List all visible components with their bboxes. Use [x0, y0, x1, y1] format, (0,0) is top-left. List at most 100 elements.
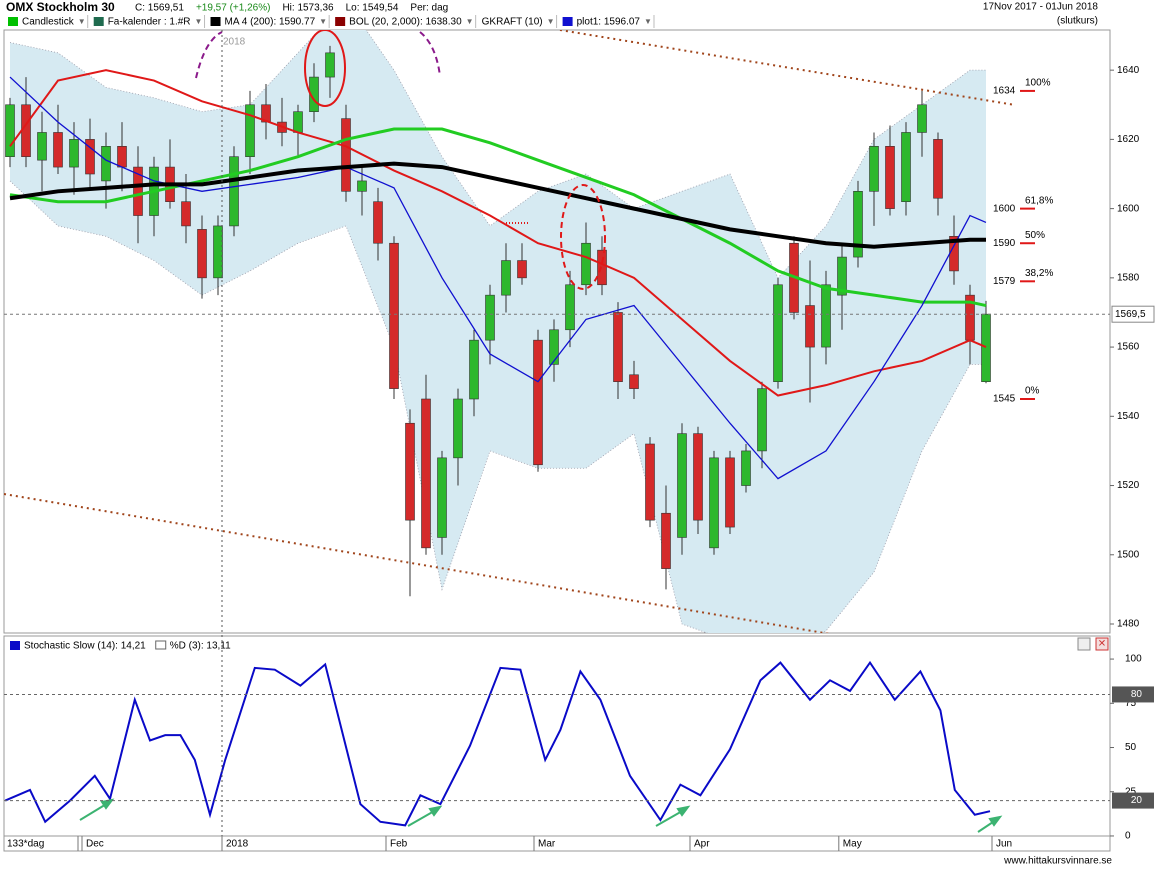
x-tick-label: Dec [86, 839, 104, 850]
candle-body [229, 156, 239, 227]
level-label: 80 [1131, 689, 1143, 700]
tool-button[interactable] [1077, 637, 1091, 651]
y-tick-label: 100 [1125, 654, 1142, 665]
y-tick-label: 50 [1125, 742, 1137, 753]
candle-body [629, 374, 639, 389]
fib-label: 38,2% [1025, 268, 1053, 279]
y-tick-label: 1640 [1117, 65, 1140, 76]
fib-level: 1579 [993, 276, 1016, 287]
candle-body [757, 388, 767, 452]
legend-dropdown: ▼ [78, 17, 86, 26]
candle-body [117, 146, 127, 168]
candle-body [677, 433, 687, 538]
candle-body [901, 132, 911, 202]
date-range: 17Nov 2017 - 01Jun 2018 [983, 2, 1099, 13]
arrow [79, 802, 109, 821]
y-tick-label: 1560 [1117, 342, 1140, 353]
fib-label: 50% [1025, 230, 1045, 241]
legend-label: Stochastic Slow (14): 14,21 [24, 641, 146, 652]
x-tick-label: Jun [996, 839, 1012, 850]
lines [9, 69, 987, 480]
candle-body [933, 139, 943, 199]
candle-body [485, 294, 495, 341]
legend-label: plot1: 1596.07 [577, 17, 641, 28]
level-label: 20 [1131, 795, 1143, 806]
legend-swatch [8, 17, 18, 26]
candle-body [469, 339, 479, 400]
candle-body [453, 398, 463, 459]
candle-body [325, 52, 335, 78]
candle-body [725, 457, 735, 528]
candle-body [101, 146, 111, 182]
period-label: 133*dag [7, 839, 44, 850]
x-tick-label: Mar [538, 839, 556, 850]
y-tick-label: 1620 [1117, 134, 1140, 145]
candle-body [373, 201, 383, 244]
legend-label: BOL (20, 2,000): 1638.30 [349, 17, 462, 28]
legend-swatch [335, 17, 346, 26]
candle-body [709, 457, 719, 549]
stoch-plot [4, 660, 991, 827]
y-tick-label: 1480 [1117, 619, 1140, 630]
y-tick-label: 0 [1125, 831, 1131, 842]
candle-body [53, 132, 63, 168]
x-axis-row [3, 835, 1111, 852]
y-tick-label: 1600 [1117, 203, 1140, 214]
candle-body [501, 260, 511, 296]
candle-body [661, 512, 671, 569]
last-price-box [1111, 305, 1155, 323]
header-info: Hi: 1573,36 [282, 3, 334, 14]
legend-swatch [93, 17, 104, 26]
fib-label: 0% [1025, 386, 1040, 397]
candle-body [213, 225, 223, 279]
candle-body [821, 284, 831, 348]
annotation: 2018 [223, 37, 246, 48]
band-upper [9, 30, 986, 279]
candle-body [869, 146, 879, 192]
candle-body [565, 284, 575, 331]
legend-dropdown: ▼ [644, 17, 652, 26]
candle-body [805, 305, 815, 348]
candle-body [981, 313, 991, 382]
legend-dropdown: ▼ [466, 17, 474, 26]
candle-body [421, 398, 431, 549]
candle-body [405, 422, 415, 521]
close-button[interactable] [1095, 637, 1109, 651]
x-tick-label: Feb [390, 839, 408, 850]
highlight-ellipse [304, 30, 346, 107]
candle-body [197, 229, 207, 279]
band-lower [9, 180, 986, 633]
highlight-ellipse [560, 184, 606, 290]
candle-body [693, 433, 703, 521]
candle-body [293, 111, 303, 133]
close-icon[interactable]: ✕ [1098, 639, 1106, 650]
fib-level: 1545 [993, 394, 1016, 405]
legend-label: Candlestick [22, 17, 75, 28]
candle-body [853, 191, 863, 258]
x-tick-label: 2018 [226, 839, 249, 850]
candle-body [69, 139, 79, 168]
candle-body [21, 104, 31, 157]
level-box [1112, 686, 1154, 703]
stochastic-line [4, 660, 991, 827]
y-tick-label: 75 [1125, 698, 1137, 709]
legend-swatch [562, 17, 573, 26]
legend-dropdown: ▼ [195, 17, 203, 26]
arrow-head [988, 815, 1003, 827]
candle-body [549, 329, 559, 365]
header-info: Lo: 1549,54 [346, 3, 399, 14]
fib-level: 1634 [993, 86, 1016, 97]
main-plot [4, 30, 1016, 633]
candle-body [133, 166, 143, 216]
y-tick-label: 25 [1125, 786, 1137, 797]
legend-swatch [10, 641, 20, 650]
last-price-label: 1569,5 [1115, 309, 1146, 320]
legend-dropdown: ▼ [547, 17, 555, 26]
candle-body [357, 180, 367, 192]
legend-label: GKRAFT (10) [482, 17, 543, 28]
legend-swatch [210, 17, 221, 26]
candle-body [597, 249, 607, 286]
y-tick-label: 1500 [1117, 549, 1140, 560]
candle-body [741, 450, 751, 486]
